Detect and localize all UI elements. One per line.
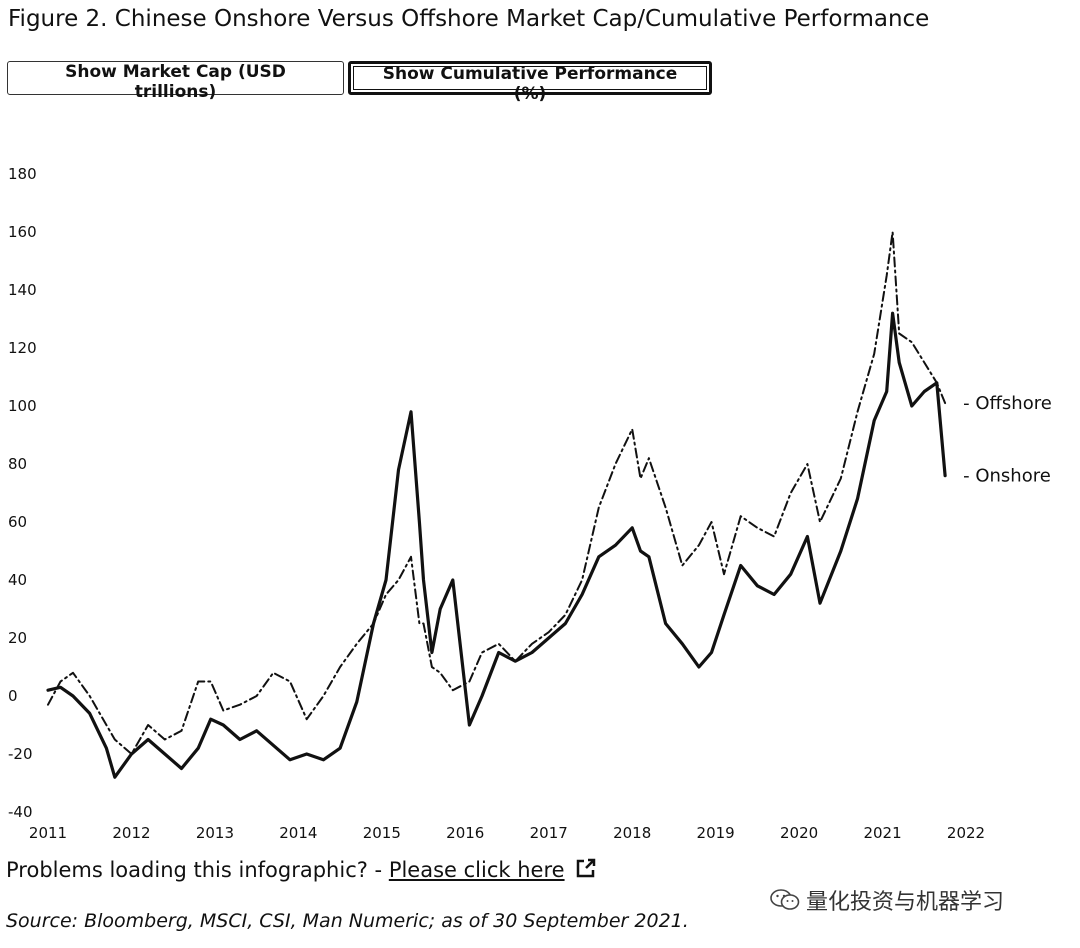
show-market-cap-button[interactable]: Show Market Cap (USD trillions) <box>7 61 344 102</box>
wechat-icon <box>770 889 800 910</box>
y-tick-label: 20 <box>8 629 27 647</box>
y-tick-label: 160 <box>8 223 37 241</box>
x-tick-label: 2017 <box>530 824 568 842</box>
y-tick-label: -40 <box>8 803 33 821</box>
x-tick-label: 2021 <box>863 824 901 842</box>
problems-loading-line: Problems loading this infographic? - Ple… <box>6 857 597 882</box>
series-label-offshore: - Offshore <box>963 393 1052 414</box>
series-labels: - Onshore - Offshore <box>963 393 1052 487</box>
y-tick-label: 0 <box>8 687 18 705</box>
y-tick-label: 60 <box>8 513 27 531</box>
show-cumulative-performance-button[interactable]: Show Cumulative Performance (%) <box>348 61 712 104</box>
x-tick-label: 2014 <box>279 824 317 842</box>
series-label-onshore: - Onshore <box>963 466 1051 487</box>
y-tick-label: 120 <box>8 339 37 357</box>
x-tick-label: 2012 <box>112 824 150 842</box>
x-tick-label: 2018 <box>613 824 651 842</box>
y-tick-label: 40 <box>8 571 27 589</box>
x-tick-label: 2019 <box>697 824 735 842</box>
watermark: 量化投资与机器学习 <box>770 884 1004 916</box>
x-axis: 2011 2012 2013 2014 2015 2016 2017 2018 2019 2020… <box>29 824 985 842</box>
series-line-offshore <box>47 231 947 755</box>
please-click-here-link[interactable]: Please click here <box>388 858 565 882</box>
problems-text: Problems loading this infographic? - <box>6 858 389 882</box>
x-tick-label: 2022 <box>947 824 985 842</box>
x-tick-label: 2016 <box>446 824 484 842</box>
x-tick-label: 2015 <box>363 824 401 842</box>
y-tick-label: -20 <box>8 745 33 763</box>
figure-title: Figure 2. Chinese Onshore Versus Offshor… <box>8 6 930 32</box>
watermark-text: 量化投资与机器学习 <box>806 890 1005 915</box>
series-layer <box>46 231 947 779</box>
y-tick-label: 80 <box>8 455 27 473</box>
external-link-icon[interactable] <box>575 857 597 879</box>
source-note: Source: Bloomberg, MSCI, CSI, Man Numeri… <box>6 910 689 932</box>
x-tick-label: 2020 <box>780 824 818 842</box>
y-axis: -40 -20 0 20 40 60 80 100 120 140 160 180 <box>8 165 37 821</box>
y-tick-label: 100 <box>8 397 37 415</box>
y-tick-label: 140 <box>8 281 37 299</box>
x-tick-label: 2011 <box>29 824 67 842</box>
x-tick-label: 2013 <box>196 824 234 842</box>
series-line-onshore <box>46 311 947 779</box>
y-tick-label: 180 <box>8 165 37 183</box>
